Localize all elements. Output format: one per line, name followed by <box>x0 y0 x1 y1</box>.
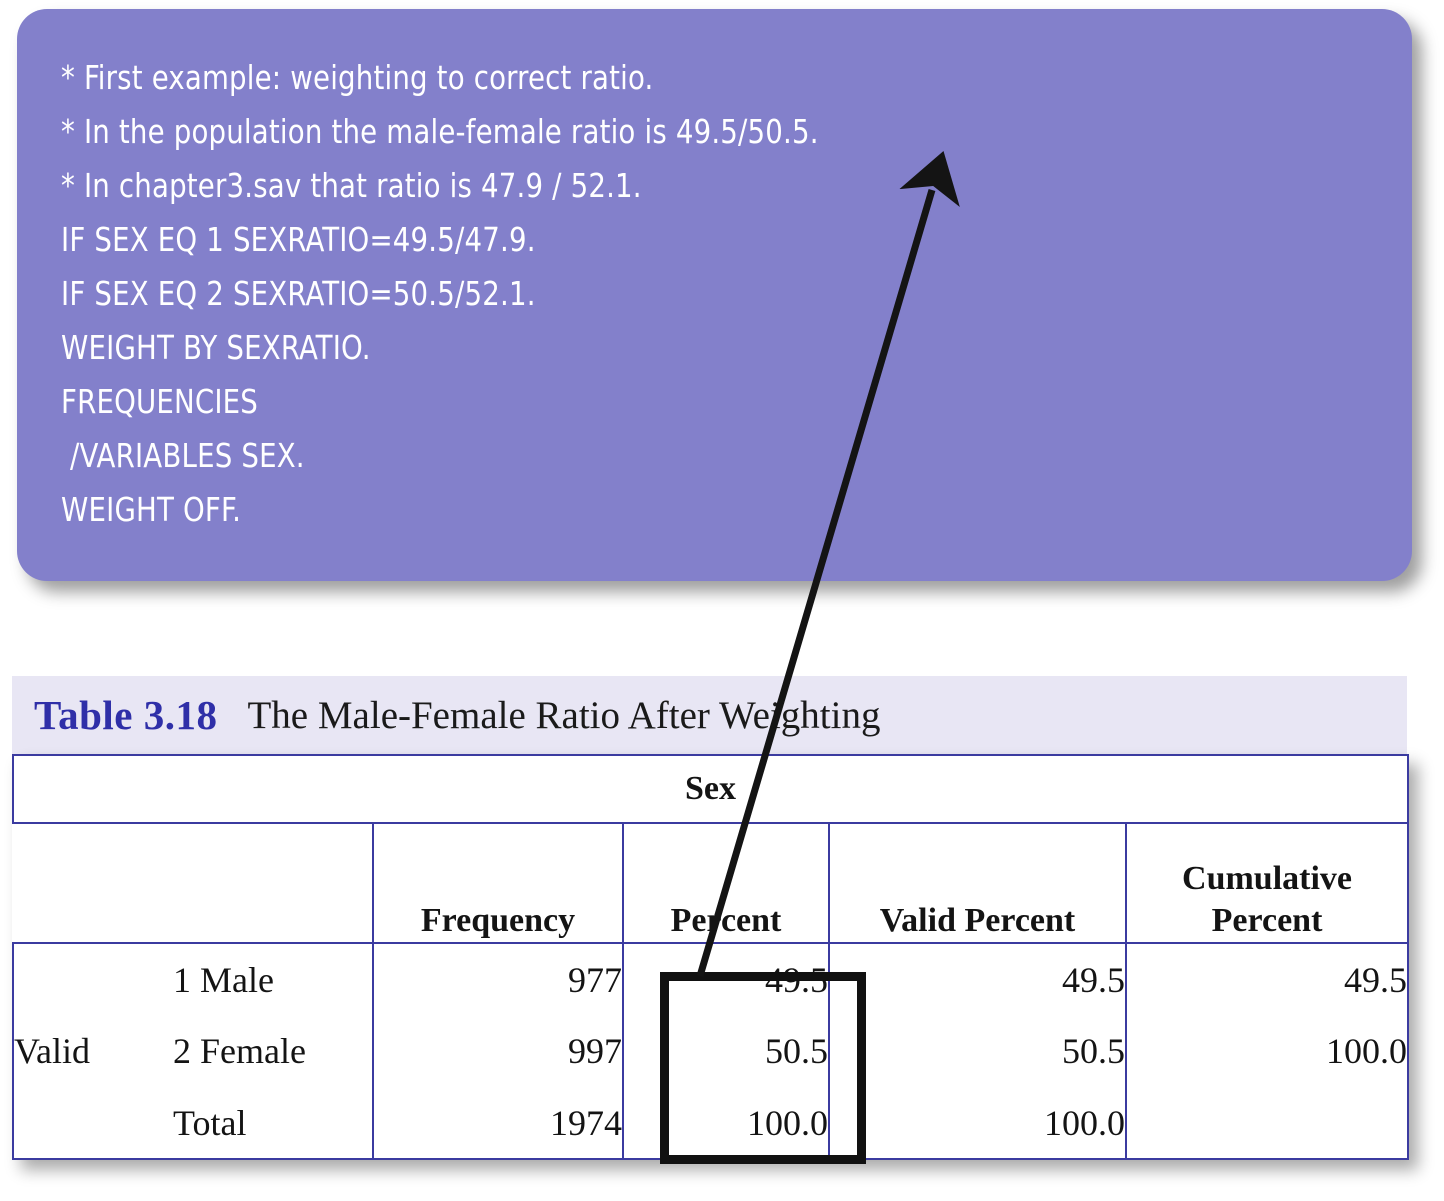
frequencies-table: Sex Frequency Percent Valid Percent Cumu… <box>11 754 1410 1160</box>
row-category-label: Total <box>173 1087 374 1160</box>
cell-cumulative-percent: 100.0 <box>1124 1015 1410 1087</box>
code-line: WEIGHT BY SEXRATIO. <box>61 328 371 367</box>
table-caption-number: Table 3.18 <box>34 692 218 738</box>
code-line: * First example: weighting to correct ra… <box>61 58 654 97</box>
syntax-callout-box: * First example: weighting to correct ra… <box>17 9 1412 581</box>
syntax-code-block: * First example: weighting to correct ra… <box>61 51 1392 537</box>
row-group-label-valid: Valid <box>12 942 173 1160</box>
cell-percent: 49.5 <box>622 942 830 1015</box>
table-row: Total 1974 100.0 100.0 <box>13 1087 1410 1160</box>
cell-frequency: 997 <box>372 1015 624 1087</box>
cell-valid-percent: 49.5 <box>828 942 1127 1015</box>
cell-frequency: 977 <box>372 942 624 1015</box>
cell-valid-percent: 50.5 <box>828 1015 1127 1087</box>
column-header-valid-percent: Valid Percent <box>828 822 1127 944</box>
row-category-label: 2 Female <box>173 1015 374 1087</box>
table-row: 2 Female 997 50.5 50.5 100.0 <box>13 1015 1410 1087</box>
table-caption-title: The Male-Female Ratio After Weighting <box>247 693 881 737</box>
cell-cumulative-percent <box>1124 1087 1410 1160</box>
table-span-header-row: Sex <box>11 754 1410 824</box>
column-header-frequency: Frequency <box>372 822 624 944</box>
table-row: Valid 1 Male 977 49.5 49.5 49.5 <box>12 942 1410 1160</box>
table-figure: Table 3.18 The Male-Female Ratio After W… <box>11 676 1410 1160</box>
cell-frequency: 1974 <box>372 1087 624 1160</box>
cell-cumulative-percent: 49.5 <box>1124 942 1410 1015</box>
column-header-cumulative-line1: Cumulative <box>1182 860 1353 897</box>
cell-percent: 100.0 <box>622 1087 830 1160</box>
column-header-blank-category <box>173 822 373 944</box>
column-header-percent: Percent <box>622 822 830 944</box>
code-line: IF SEX EQ 2 SEXRATIO=50.5/52.1. <box>61 274 536 313</box>
column-header-cumulative-percent: Cumulative Percent <box>1124 822 1410 944</box>
code-line: WEIGHT OFF. <box>61 490 242 529</box>
row-category-label: 1 Male <box>173 942 374 1015</box>
code-line: FREQUENCIES <box>61 382 259 421</box>
table-caption: Table 3.18 The Male-Female Ratio After W… <box>12 676 1407 754</box>
code-line: /VARIABLES SEX. <box>61 436 305 475</box>
code-line: * In chapter3.sav that ratio is 47.9 / 5… <box>61 166 642 205</box>
code-line: * In the population the male-female rati… <box>61 112 819 151</box>
column-header-cumulative-line2: Percent <box>1211 902 1323 939</box>
table-column-header-row: Frequency Percent Valid Percent Cumulati… <box>13 822 1410 944</box>
column-header-blank-group <box>13 822 173 944</box>
cell-valid-percent: 100.0 <box>828 1087 1127 1160</box>
table-span-header-sex: Sex <box>11 754 1410 824</box>
cell-percent: 50.5 <box>622 1015 830 1087</box>
code-line: IF SEX EQ 1 SEXRATIO=49.5/47.9. <box>61 220 536 259</box>
